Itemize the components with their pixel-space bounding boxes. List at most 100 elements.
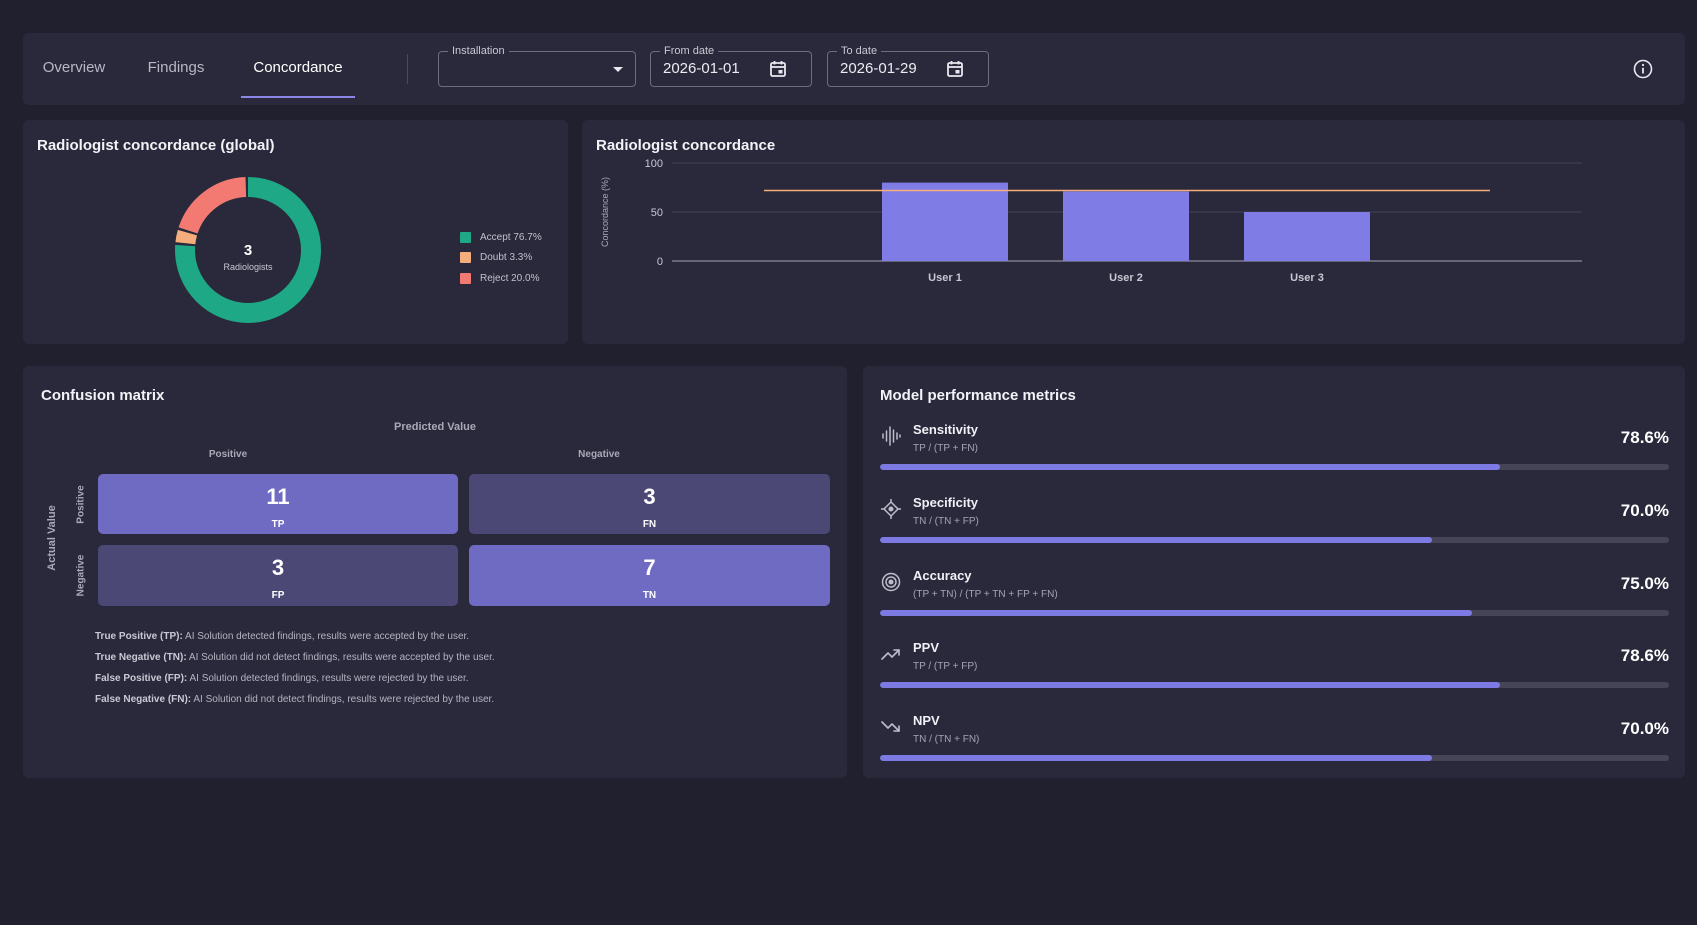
cm-cell-value: 3 (271, 555, 285, 580)
cm-cell-true-positive: 11 TP (98, 474, 458, 534)
donut-center-value: 3 (244, 242, 252, 259)
metric-progress-fill (880, 537, 1433, 543)
definition-text: AI Solution detected findings, results w… (187, 673, 469, 684)
to-date-label: To date (837, 44, 882, 58)
legend-item-doubt[interactable]: Doubt 3.3% (460, 248, 542, 269)
cm-cell-true-negative: 7 TN (469, 545, 830, 606)
legend-label: Accept 76.7% (480, 231, 542, 243)
metric-accuracy: Accuracy (TP + TN) / (TP + TN + FP + FN)… (880, 565, 1669, 637)
definition-fp: False Positive (FP): AI Solution detecte… (95, 672, 469, 685)
target-icon (881, 572, 901, 592)
from-date-label: From date (660, 44, 719, 58)
definition-term: False Negative (FN): (95, 694, 192, 705)
col-label-negative: Negative (578, 449, 620, 460)
metric-progress-track (880, 682, 1669, 688)
metric-formula: (TP + TN) / (TP + TN + FP + FN) (913, 589, 1058, 600)
installation-select[interactable]: Installation (438, 44, 636, 87)
caret-down-icon[interactable] (609, 60, 627, 78)
legend-label: Doubt 3.3% (480, 252, 533, 264)
legend-label: Reject 20.0% (480, 272, 540, 284)
metric-formula: TP / (TP + FN) (913, 443, 978, 454)
from-date-field[interactable]: From date 2026-01-01 (650, 44, 812, 87)
predicted-value-label: Predicted Value (394, 421, 476, 433)
global-concordance-title: Radiologist concordance (global) (37, 137, 275, 154)
metric-name: Specificity (913, 495, 979, 510)
cm-cell-value: 7 (643, 555, 656, 580)
bar-user-3[interactable] (1244, 212, 1370, 261)
metric-progress-fill (880, 755, 1433, 761)
definition-text: AI Solution did not detect findings, res… (186, 652, 495, 663)
definition-term: True Positive (TP): (95, 631, 183, 642)
bar-user-1[interactable] (882, 182, 1008, 261)
toolbar-divider (407, 54, 408, 84)
definition-text: AI Solution did not detect findings, res… (191, 694, 495, 705)
to-date-field[interactable]: To date 2026-01-29 (827, 44, 989, 87)
definition-term: True Negative (TN): (95, 652, 187, 663)
metric-formula: TP / (TP + FP) (913, 661, 978, 672)
tab-overview[interactable]: Overview (42, 59, 106, 76)
tab-findings[interactable]: Findings (147, 59, 205, 76)
metric-progress-track (880, 464, 1669, 470)
metric-progress-track (880, 537, 1669, 543)
cm-cell-false-negative: 3 FN (469, 474, 830, 534)
concordance-bar-chart: 0 50 100 Concordance (%) User 1 User 2 User 3 (600, 158, 1582, 284)
definition-tp: True Positive (TP): AI Solution detected… (95, 630, 469, 643)
waveform-icon (882, 426, 901, 446)
calendar-icon[interactable] (946, 60, 964, 78)
metric-progress-track (880, 610, 1669, 616)
bar-user-2[interactable] (1063, 191, 1189, 261)
y-tick-label: 50 (651, 207, 663, 219)
metric-name: PPV (913, 640, 940, 655)
actual-value-label: Actual Value (46, 505, 58, 571)
legend-item-accept[interactable]: Accept 76.7% (460, 227, 542, 248)
donut-slice-accept[interactable] (175, 177, 321, 323)
metric-progress-track (880, 755, 1669, 761)
donut-legend: Accept 76.7% Doubt 3.3% Reject 20.0% (460, 227, 542, 289)
installation-label: Installation (448, 44, 509, 58)
confusion-matrix-title: Confusion matrix (41, 387, 165, 404)
metric-progress-fill (880, 464, 1501, 470)
row-label-positive: Positive (75, 485, 87, 524)
metric-name: Accuracy (913, 568, 972, 583)
trending-down-icon (881, 721, 900, 732)
crosshair-icon (881, 499, 901, 519)
metric-specificity: Specificity TN / (TN + FP) 70.0% (880, 492, 1669, 564)
concordance-donut-chart: 3 Radiologists (175, 177, 321, 323)
definition-fn: False Negative (FN): AI Solution did not… (95, 693, 494, 706)
legend-item-reject[interactable]: Reject 20.0% (460, 268, 542, 289)
legend-swatch (460, 252, 471, 264)
x-tick-label: User 3 (1290, 272, 1324, 284)
metric-sensitivity: Sensitivity TP / (TP + FN) 78.6% (880, 419, 1669, 491)
metric-value: 78.6% (1620, 428, 1669, 447)
tab-concordance[interactable]: Concordance (241, 33, 355, 105)
y-axis-label: Concordance (%) (600, 177, 610, 247)
col-label-positive: Positive (208, 449, 248, 460)
metric-formula: TN / (TN + FN) (913, 734, 980, 745)
metric-progress-fill (880, 610, 1472, 616)
legend-swatch (460, 231, 471, 243)
metric-ppv: PPV TP / (TP + FP) 78.6% (880, 637, 1669, 709)
metric-value: 78.6% (1620, 646, 1669, 665)
y-tick-label: 0 (657, 256, 663, 268)
cm-cell-false-positive: 3 FP (98, 545, 458, 606)
calendar-icon[interactable] (769, 60, 787, 78)
radiologist-concordance-title: Radiologist concordance (596, 137, 776, 154)
cm-cell-abbr: TP (271, 519, 285, 530)
definition-term: False Positive (FP): (95, 673, 188, 684)
metric-value: 70.0% (1620, 719, 1669, 738)
metric-progress-fill (880, 682, 1501, 688)
metric-value: 75.0% (1620, 574, 1669, 593)
definition-text: AI Solution detected findings, results w… (182, 631, 470, 642)
cm-cell-abbr: FP (271, 590, 285, 601)
row-label-negative: Negative (75, 554, 87, 597)
metric-value: 70.0% (1620, 501, 1669, 520)
radiologist-concordance-card: Radiologist concordance 0 50 100 Concordanc… (582, 120, 1685, 344)
info-icon[interactable] (1632, 58, 1654, 80)
cm-cell-abbr: TN (642, 590, 657, 601)
metric-formula: TN / (TN + FP) (913, 516, 979, 527)
to-date-value: 2026-01-29 (840, 60, 917, 77)
model-performance-title: Model performance metrics (880, 387, 1076, 404)
top-bar: Overview Findings Concordance Installati… (23, 33, 1685, 105)
x-tick-label: User 2 (1109, 272, 1143, 284)
metric-name: Sensitivity (913, 422, 979, 437)
